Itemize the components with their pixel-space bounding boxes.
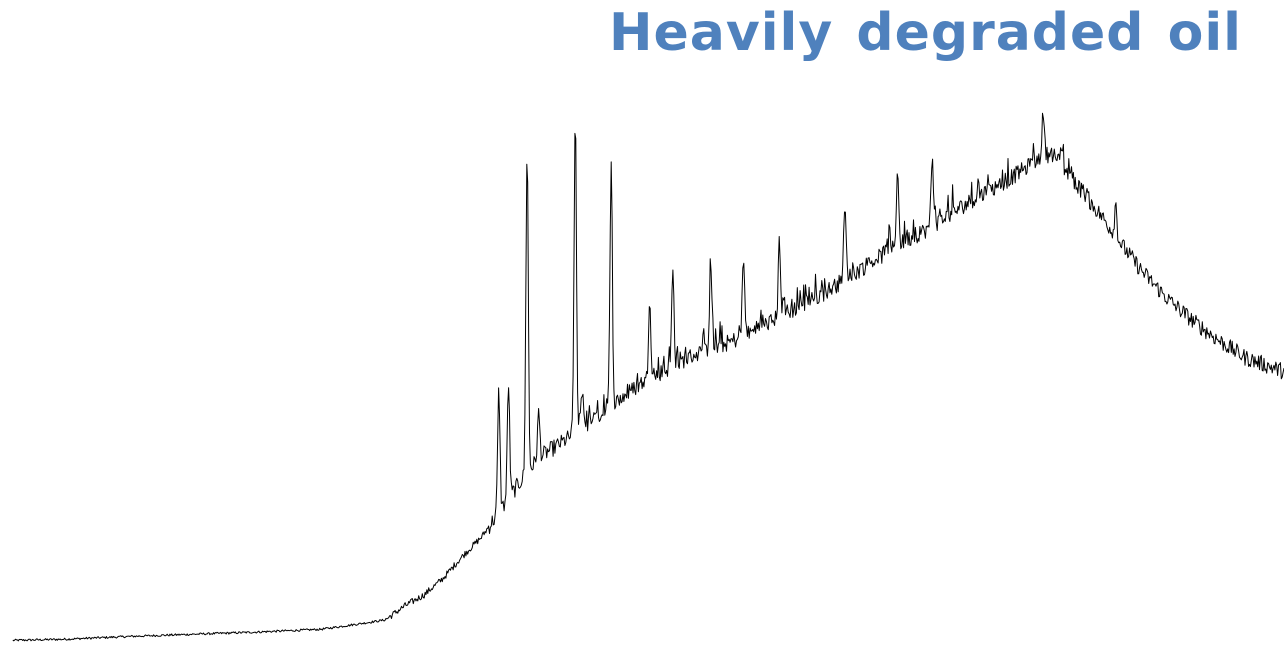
chromatogram-trace	[12, 112, 1284, 642]
chart-title: Heavily degraded oil	[608, 3, 1242, 63]
plot-area	[12, 112, 1284, 642]
